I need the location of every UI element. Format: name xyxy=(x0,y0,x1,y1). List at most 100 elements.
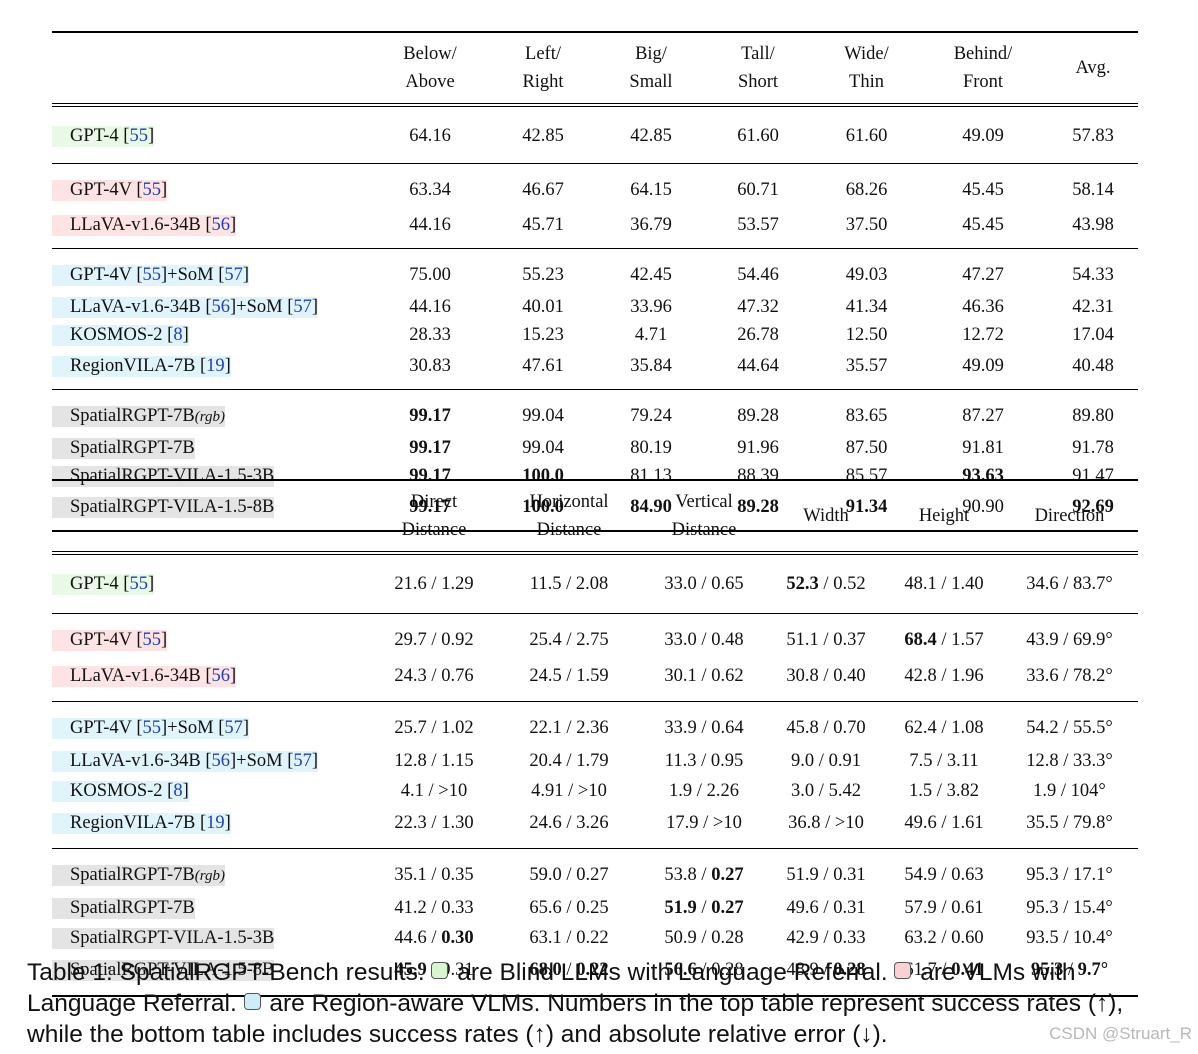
value-cell: 54.2 / 55.5° xyxy=(1026,717,1113,738)
citation-link: 8 xyxy=(173,324,183,345)
model-name: LLaVA-v1.6-34B [56]+SoM [57] xyxy=(52,296,319,318)
metric-value: 75.00 xyxy=(409,264,451,285)
value-cell: 47.61 xyxy=(485,349,601,390)
metric-value: 49.6 xyxy=(786,898,819,919)
metric-value: 95.3 xyxy=(1030,960,1064,981)
value-cell: 49.6 / 0.31 xyxy=(786,898,866,919)
table-row: KOSMOS-2 [8] 4.1 / >10 4.91 / >10 1.9 / 2.2… xyxy=(52,777,1138,807)
model-name-text: GPT-4V xyxy=(70,264,132,285)
column-header-line1: Avg. xyxy=(1075,58,1111,78)
metric-value: 0.31 xyxy=(441,960,474,981)
model-name: GPT-4 [55] xyxy=(52,125,155,147)
value-cell: 12.8 / 1.15 xyxy=(394,751,474,772)
value-cell: 64.16 xyxy=(375,105,485,164)
model-name-cell: LLaVA-v1.6-34B [56]+SoM [57] xyxy=(52,293,375,321)
metric-value: 59.0 xyxy=(529,864,562,885)
model-name: KOSMOS-2 [8] xyxy=(52,780,189,802)
model-name-cell: LLaVA-v1.6-34B [56]+SoM [57] xyxy=(52,747,373,777)
metric-value: 0.27 xyxy=(576,864,609,885)
value-cell: 79.24 xyxy=(601,390,701,435)
metric-value: 0.33 xyxy=(833,927,866,948)
citation-link: 55 xyxy=(142,179,162,200)
model-name-cell: GPT-4V [55] xyxy=(52,613,373,659)
metric-value: 61.60 xyxy=(737,125,779,146)
metric-value: 0.28 xyxy=(833,960,866,981)
value-cell: 4.1 / >10 xyxy=(400,780,468,801)
metric-value: 1.5 xyxy=(909,780,933,801)
metric-value: 43.9 xyxy=(1026,629,1059,650)
column-header: Avg. xyxy=(1048,33,1138,107)
metric-value: 1.57 xyxy=(951,629,984,650)
value-cell: 57.83 xyxy=(1048,105,1138,164)
value-cell: 43.9 / 69.9° xyxy=(1026,629,1113,650)
metric-value: 83.65 xyxy=(845,405,888,426)
metric-value: 54.9 xyxy=(904,864,937,885)
citation-link: 55 xyxy=(142,264,162,285)
model-name-text: GPT-4V xyxy=(70,629,132,650)
column-header-line1: Left/ xyxy=(525,44,561,64)
model-name-text: RegionVILA-7B xyxy=(70,813,196,834)
value-cell: 43.98 xyxy=(1048,208,1138,249)
column-header-line2: Thin xyxy=(849,72,884,92)
metric-value: 2.26 xyxy=(706,780,739,801)
value-cell: 68.0 / 0.22 xyxy=(495,953,643,997)
distance-direction-table: Direct Distance Horizontal Distance Vertical… xyxy=(52,479,1138,997)
value-cell: 41.2 / 0.33 xyxy=(394,898,474,919)
column-header-line1: Width xyxy=(803,506,849,526)
metric-value: 0.22 xyxy=(576,960,609,981)
metric-value: 55.23 xyxy=(522,264,564,285)
metric-value: 83.7° xyxy=(1072,574,1113,595)
metric-value: 0.31 xyxy=(833,864,866,885)
metric-value: 58.14 xyxy=(1072,179,1114,200)
metric-value: 1.02 xyxy=(441,717,474,738)
metric-value: 45.45 xyxy=(962,179,1004,200)
value-cell: 30.1 / 0.62 xyxy=(643,659,765,702)
metric-value: 0.37 xyxy=(833,629,866,650)
value-cell: 91.96 xyxy=(701,434,815,462)
metric-value: 9.0 xyxy=(791,751,815,772)
model-name-cell: SpatialRGPT-7B xyxy=(52,434,375,462)
metric-value: 45.71 xyxy=(522,214,564,235)
metric-value: 44.64 xyxy=(737,355,779,376)
metric-value: 0.76 xyxy=(441,666,474,687)
metric-value: 0.63 xyxy=(951,864,984,885)
metric-value: 0.91 xyxy=(828,751,861,772)
model-name-text: GPT-4 xyxy=(70,574,119,595)
caption-region-legend: are Region-aware VLMs. xyxy=(269,990,541,1017)
metric-value: 30.8 xyxy=(786,666,819,687)
metric-value: 25.4 xyxy=(529,629,562,650)
metric-value: 46.67 xyxy=(522,179,564,200)
value-cell: 60.71 xyxy=(701,164,815,209)
metric-value: 33.0 xyxy=(664,574,697,595)
metric-value: 0.28 xyxy=(711,960,744,981)
metric-value: 24.6 xyxy=(529,813,562,834)
metric-value: 63.2 xyxy=(904,927,937,948)
metric-value: 35.84 xyxy=(630,355,672,376)
value-cell: 24.3 / 0.76 xyxy=(373,659,495,702)
value-cell: 33.96 xyxy=(601,293,701,321)
table-row: RegionVILA-7B [19] 30.83 47.61 35.84 44.64 35… xyxy=(52,349,1138,390)
metric-value: 29.7 xyxy=(394,629,427,650)
metric-value: 9.7° xyxy=(1077,960,1109,981)
metric-value: 64.16 xyxy=(409,125,451,146)
model-name-text: LLaVA-v1.6-34B xyxy=(70,296,201,317)
table-row: LLaVA-v1.6-34B [56]+SoM [57] 44.16 40.01 33… xyxy=(52,293,1138,321)
column-header: Tall/Short xyxy=(701,33,815,107)
metric-value: 68.26 xyxy=(845,179,888,200)
metric-value: 3.26 xyxy=(576,813,609,834)
column-header: Direction xyxy=(1001,481,1138,555)
metric-value: 45.9 xyxy=(394,960,427,981)
value-cell: 80.19 xyxy=(601,434,701,462)
column-header: Below/Above xyxy=(375,33,485,107)
metric-value: 61.7 xyxy=(904,960,937,981)
metric-value: 1.9 xyxy=(669,780,693,801)
value-cell: 12.8 / 33.3° xyxy=(1026,751,1113,772)
value-cell: 54.9 / 0.63 xyxy=(904,864,984,885)
metric-value: 47.61 xyxy=(522,355,564,376)
metric-value: >10 xyxy=(577,780,607,801)
metric-value: 78.2° xyxy=(1072,666,1113,687)
value-cell: 35.1 / 0.35 xyxy=(394,864,474,885)
metric-value: 79.8° xyxy=(1072,813,1113,834)
value-cell: 28.33 xyxy=(375,321,485,349)
metric-value: 44.16 xyxy=(409,296,451,317)
